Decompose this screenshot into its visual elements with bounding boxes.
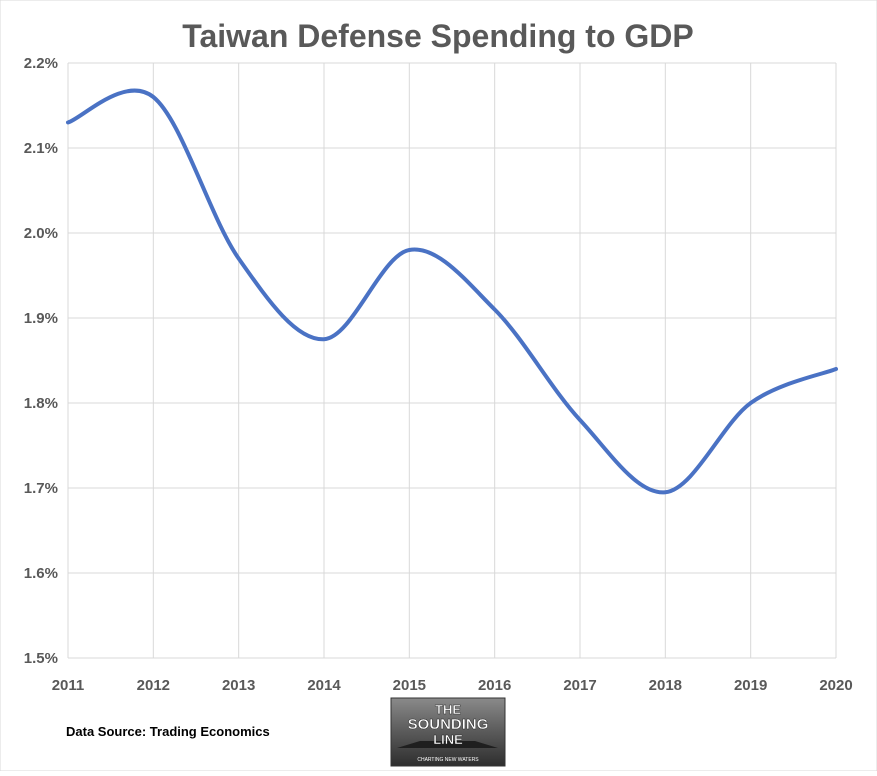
x-tick-label: 2012: [137, 677, 170, 694]
x-tick-label: 2016: [478, 677, 511, 694]
x-tick-label: 2013: [222, 677, 255, 694]
chart-title: Taiwan Defense Spending to GDP: [182, 18, 693, 54]
y-tick-label: 2.0%: [24, 225, 58, 242]
sounding-line-logo: THE SOUNDING LINE CHARTING NEW WATERS: [390, 697, 506, 767]
y-tick-label: 1.5%: [24, 650, 58, 667]
y-tick-label: 1.7%: [24, 480, 58, 497]
logo-ship-icon: [397, 741, 498, 748]
logo-line-2: SOUNDING: [408, 716, 489, 733]
x-tick-label: 2015: [393, 677, 426, 694]
logo-background: [390, 697, 506, 767]
y-tick-label: 2.2%: [24, 55, 58, 72]
grid: [67, 62, 837, 659]
x-tick-label: 2019: [734, 677, 767, 694]
y-tick-label: 1.6%: [24, 565, 58, 582]
x-tick-label: 2018: [649, 677, 682, 694]
x-axis: 2011 2012 2013 2014 2015 2016 2017 2018 2019 2020: [52, 677, 853, 694]
logo-tagline: CHARTING NEW WATERS: [417, 757, 479, 763]
y-tick-label: 1.8%: [24, 395, 58, 412]
series-line: [66, 88, 838, 495]
x-tick-label: 2014: [307, 677, 341, 694]
x-tick-label: 2011: [52, 677, 85, 694]
x-tick-label: 2017: [563, 677, 596, 694]
logo-line-1: THE: [435, 702, 461, 717]
y-tick-label: 2.1%: [24, 140, 58, 157]
source-note: Data Source: Trading Economics: [66, 724, 270, 739]
y-tick-label: 1.9%: [24, 310, 58, 327]
logo-line-3: LINE: [433, 732, 463, 747]
x-tick-label: 2020: [819, 677, 852, 694]
y-axis: 1.5% 1.6% 1.7% 1.8% 1.9% 2.0% 2.1% 2.2%: [24, 55, 58, 667]
series-layer: [66, 88, 838, 495]
